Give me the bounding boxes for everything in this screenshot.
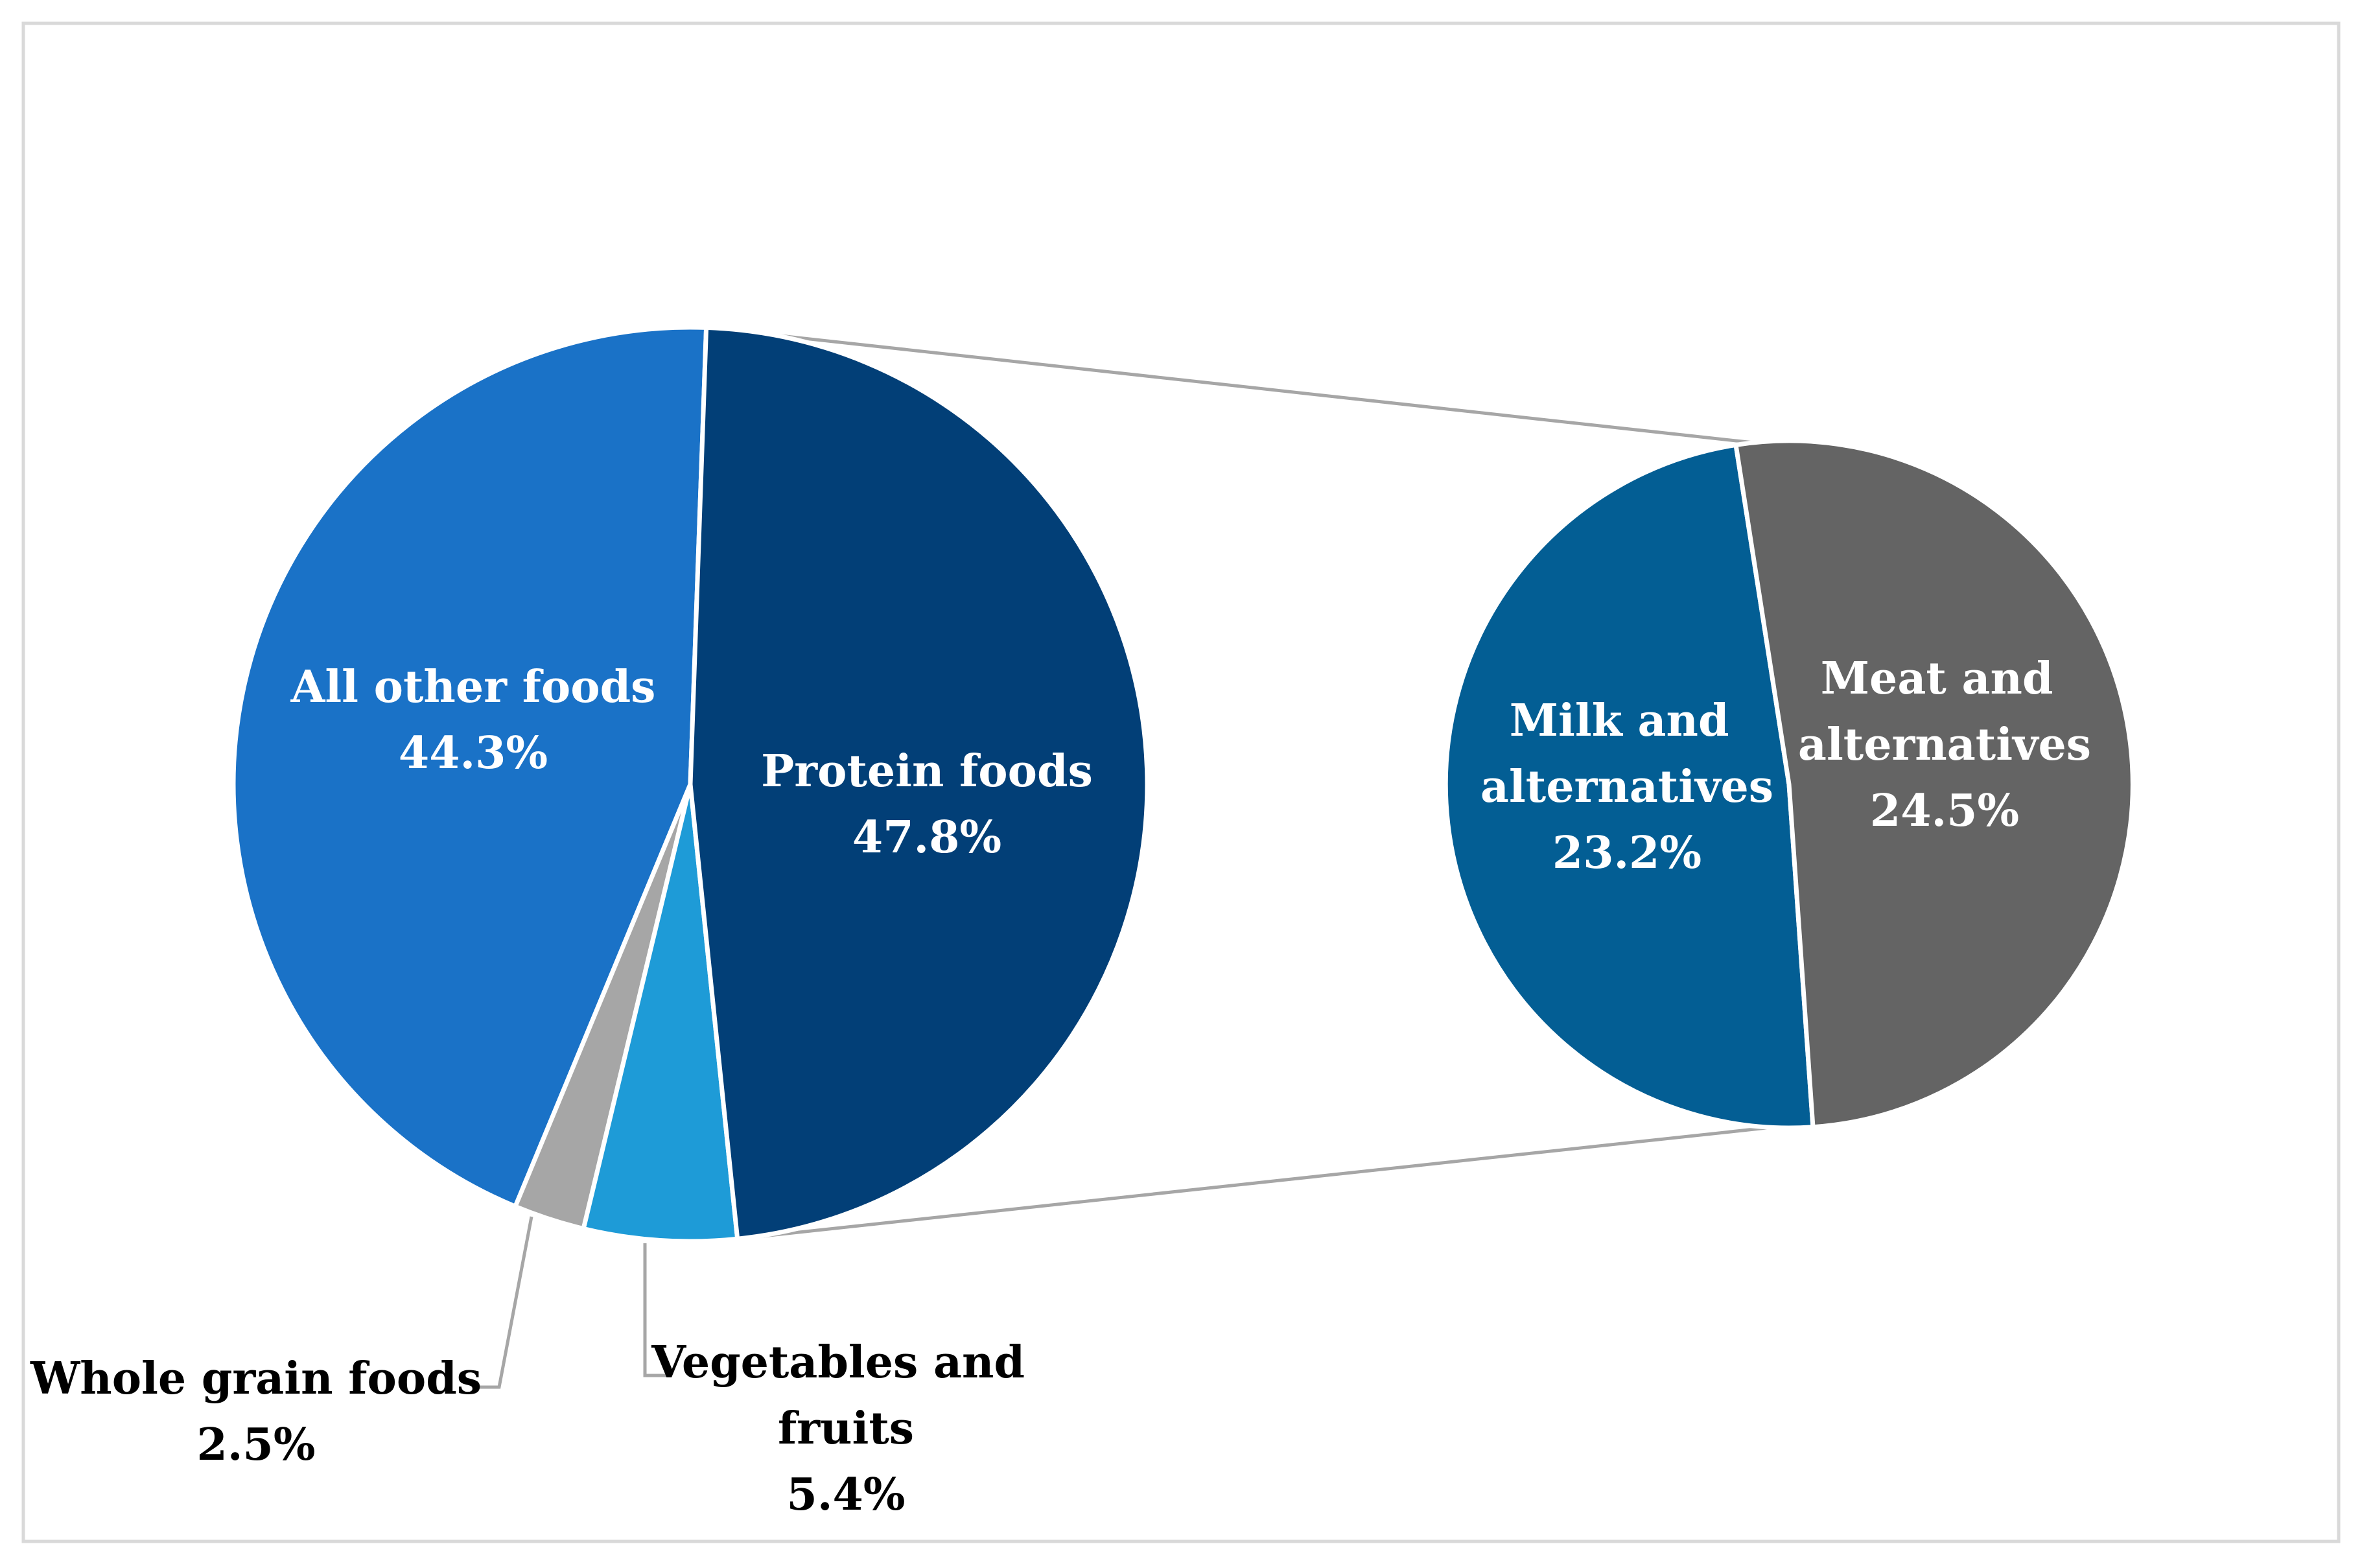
label-milk-and-alternatives: Milk and alternatives [1480, 695, 1773, 813]
value-protein-foods: 47.8% [852, 812, 1001, 863]
connector-line-bottom [737, 1125, 1772, 1241]
main-pie [231, 325, 1150, 1244]
slice-protein-foods[interactable] [688, 325, 1150, 1242]
label-vegetables-line1: Vegetables and [651, 1337, 1025, 1388]
slice-meat-and-alternatives[interactable] [1733, 438, 2135, 1130]
label-vegetables-and-fruits: Vegetables and fruits [651, 1337, 1040, 1455]
leader-line-vegetables [643, 1243, 668, 1377]
label-meat-and-alternatives: Meat and alternatives [1798, 653, 2091, 771]
label-protein-foods: Protein foods [761, 745, 1093, 797]
value-all-other-foods: 44.3% [399, 727, 548, 779]
value-meat-and-alternatives: 24.5% [1870, 785, 2019, 837]
label-meat-line1: Meat and [1821, 653, 2053, 705]
slice-all-other-foods[interactable] [231, 325, 709, 1210]
label-whole-grain-foods: Whole grain foods [30, 1353, 482, 1405]
value-vegetables-and-fruits: 5.4% [787, 1469, 906, 1521]
label-all-other-foods: All other foods [290, 661, 656, 713]
label-vegetables-line2: fruits [778, 1403, 914, 1455]
label-meat-line2: alternatives [1798, 719, 2091, 771]
slice-milk-and-alternatives[interactable] [1443, 442, 1816, 1130]
secondary-pie [1443, 438, 2135, 1130]
value-whole-grain-foods: 2.5% [197, 1419, 316, 1471]
leader-line-whole-grain [475, 1216, 533, 1389]
label-milk-line1: Milk and [1510, 695, 1729, 747]
chart-border [21, 21, 2341, 1543]
label-milk-line2: alternatives [1480, 761, 1773, 813]
slice-vegetables-and-fruits[interactable] [580, 784, 740, 1244]
connector-line-top [706, 325, 1753, 445]
value-milk-and-alternatives: 23.2% [1552, 827, 1701, 879]
